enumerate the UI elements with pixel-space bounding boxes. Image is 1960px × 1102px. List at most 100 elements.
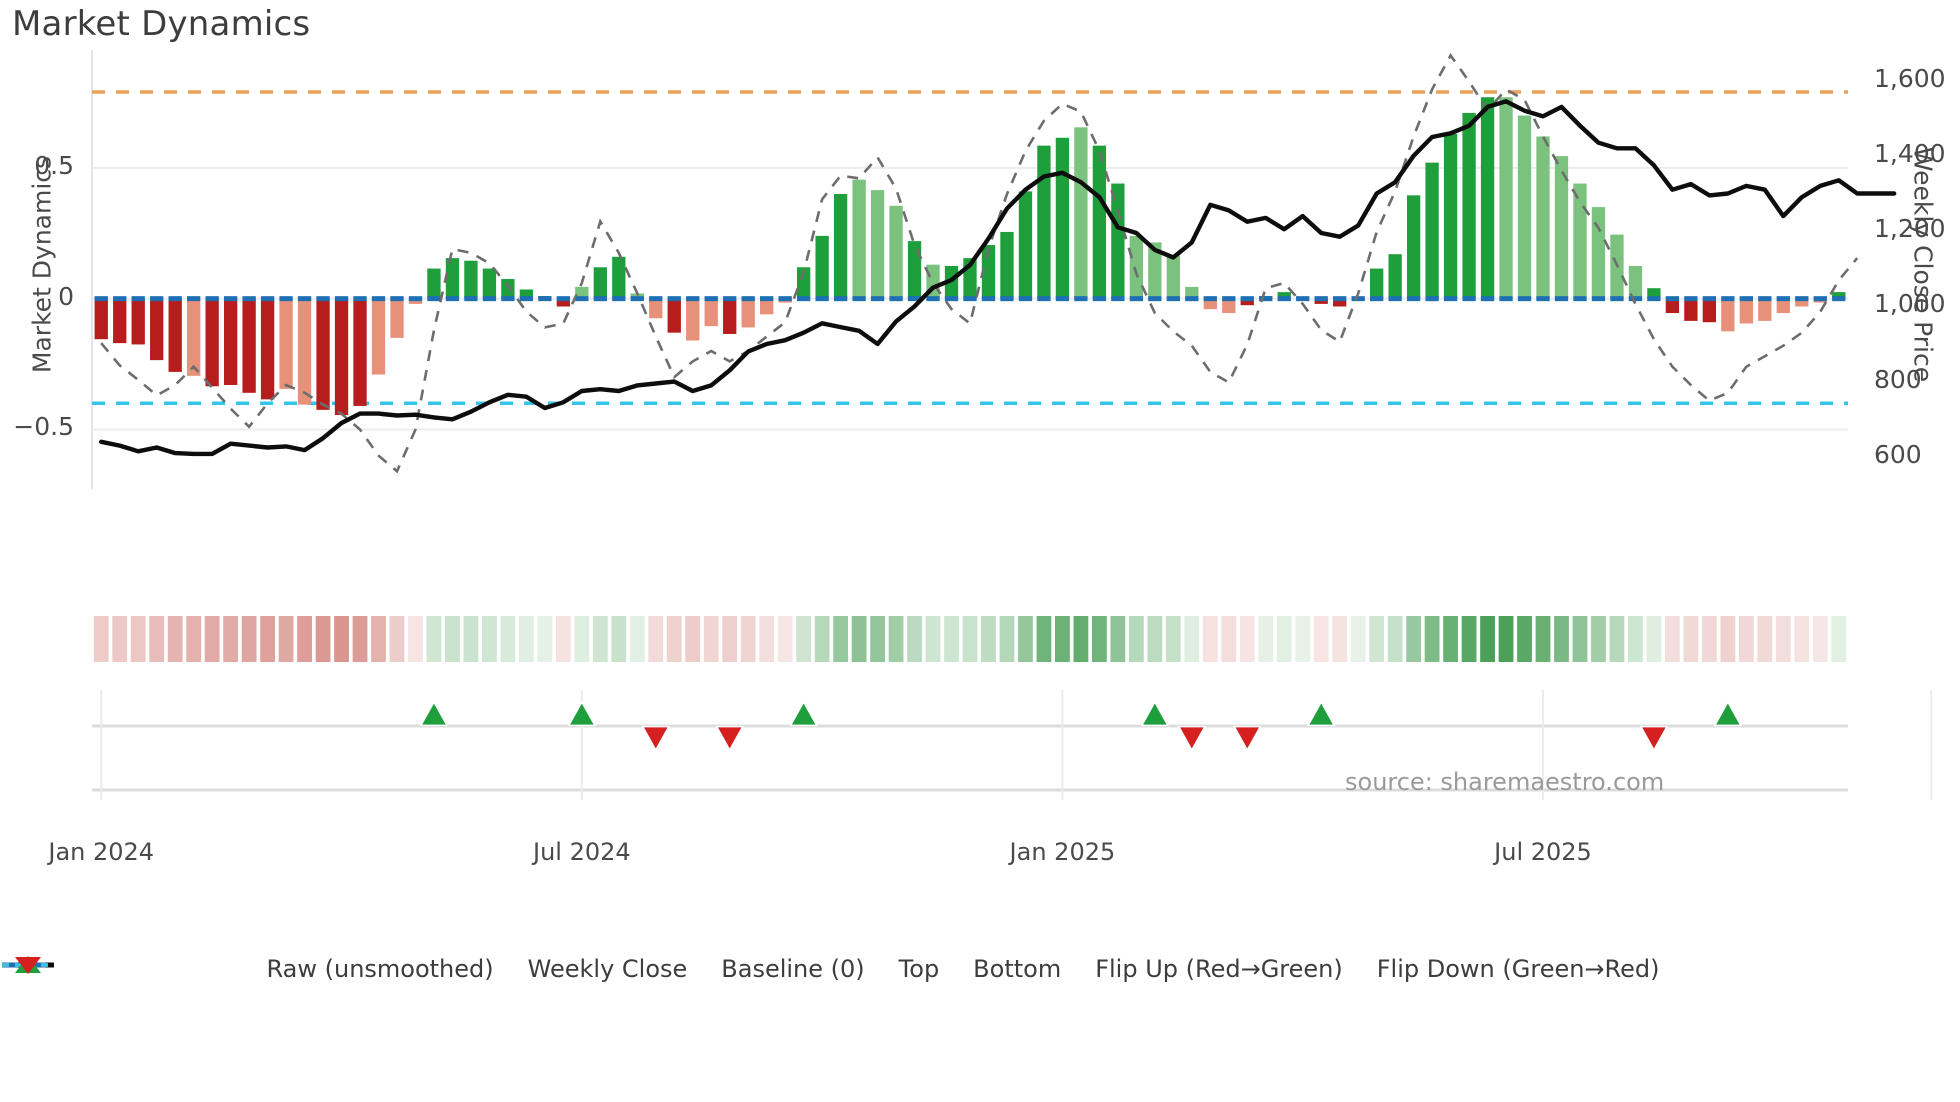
flip-down-marker[interactable] <box>715 725 744 752</box>
heatmap-cell <box>1646 616 1662 662</box>
legend-item-baseline-zero[interactable]: Baseline (0) <box>2 955 865 983</box>
bar-series <box>94 97 1846 416</box>
bar <box>205 298 219 387</box>
bar <box>113 298 127 344</box>
legend-label: Raw (unsmoothed) <box>266 955 494 983</box>
heatmap-cell <box>925 616 941 662</box>
legend-item-weekly-close[interactable]: Weekly Close <box>2 955 688 983</box>
y-tick-right: 1,600 <box>1874 63 1946 93</box>
legend-item-top[interactable]: Top <box>2 955 939 983</box>
heatmap-cell <box>703 616 719 662</box>
legend-item-flip-down[interactable]: Flip Down (Green→Red) <box>15 955 1660 983</box>
heatmap-cell <box>907 616 922 662</box>
bar <box>1628 265 1643 299</box>
bar <box>1480 97 1495 299</box>
x-tick: Jan 2025 <box>1009 838 1116 866</box>
chart-legend: Raw (unsmoothed) Weekly Close Baseline (0)… <box>0 955 1960 983</box>
y-tick-right: 800 <box>1874 364 1922 394</box>
heatmap-cell <box>1498 616 1514 662</box>
heatmap-cell <box>1036 616 1052 662</box>
legend-item-flip-up[interactable]: Flip Up (Red→Green) <box>15 955 1343 983</box>
bar <box>1055 137 1070 299</box>
bar <box>1499 97 1513 299</box>
bar <box>1702 298 1717 323</box>
bar <box>94 298 108 340</box>
legend-item-raw-unsmoothed[interactable]: Raw (unsmoothed) <box>2 955 494 983</box>
bar <box>907 241 922 299</box>
y-tick-right: 1,200 <box>1874 214 1946 244</box>
heatmap-cell <box>130 616 146 662</box>
heatmap-cell <box>1480 616 1495 662</box>
heatmap-cell <box>962 616 978 662</box>
bar <box>1647 288 1661 299</box>
flip-up-marker[interactable] <box>1306 700 1336 727</box>
heatmap-cell <box>1591 616 1606 662</box>
heatmap-cell <box>1461 616 1477 662</box>
flip-up-marker[interactable] <box>789 700 818 727</box>
heatmap-cell <box>1350 616 1366 662</box>
heatmap-cell <box>629 616 645 662</box>
heatmap-cell <box>500 616 516 662</box>
source-attribution: source: sharemaestro.com <box>1345 768 1665 796</box>
heatmap-cell <box>482 616 497 662</box>
flip-up-marker[interactable] <box>1713 700 1743 727</box>
bar <box>334 298 349 416</box>
bar <box>1333 298 1347 307</box>
flip-down-markers <box>641 725 1669 752</box>
heatmap-cell <box>1313 616 1329 662</box>
bar <box>1443 133 1458 299</box>
heatmap-cell <box>1609 616 1625 662</box>
heatmap-cell <box>648 616 664 662</box>
heatmap-cell <box>93 616 109 662</box>
heatmap-cell <box>1332 616 1348 662</box>
bar <box>1776 298 1790 314</box>
bar <box>1536 136 1550 299</box>
heatmap-cell <box>426 616 442 662</box>
heatmap-cell <box>740 616 756 662</box>
bar <box>1240 298 1254 306</box>
heatmap-cell <box>888 616 904 662</box>
heatmap-cell <box>1683 616 1699 662</box>
flip-up-markers <box>419 700 1743 727</box>
heatmap-cell <box>1387 616 1403 662</box>
heatmap-cell <box>870 616 885 662</box>
flip-up-marker[interactable] <box>1140 700 1170 727</box>
heatmap-cell <box>666 616 682 662</box>
y-tick-left: 0 <box>58 281 74 311</box>
heatmap-cell <box>445 616 460 662</box>
heatmap-cell <box>241 616 257 662</box>
heatmap-cell <box>1110 616 1126 662</box>
flip-down-marker[interactable] <box>1177 725 1207 752</box>
flip-up-marker[interactable] <box>567 700 597 727</box>
bar <box>1129 235 1144 299</box>
heatmap-cell <box>1165 616 1181 662</box>
heatmap-cell <box>1147 616 1163 662</box>
weekly-close-line <box>99 99 1897 457</box>
bar <box>833 194 848 299</box>
flip-down-marker[interactable] <box>1232 725 1262 752</box>
bar <box>1832 292 1846 299</box>
heatmap-cell <box>315 616 331 662</box>
bar <box>870 190 885 299</box>
heatmap-cell <box>1812 616 1828 662</box>
heatmap-cell <box>1443 616 1458 662</box>
bar <box>482 268 497 299</box>
bar <box>1203 298 1217 310</box>
bar <box>279 298 293 389</box>
flip-down-marker[interactable] <box>641 725 671 752</box>
legend-item-bottom[interactable]: Bottom <box>2 955 1061 983</box>
flip-down-marker[interactable] <box>1639 725 1669 752</box>
bar <box>1018 191 1033 299</box>
legend-label: Weekly Close <box>527 955 688 983</box>
bar <box>1554 156 1569 299</box>
heatmap-cell <box>297 616 312 662</box>
heatmap-cell <box>796 616 812 662</box>
heatmap-cell <box>518 616 534 662</box>
heatmap-cell <box>408 616 423 662</box>
bar <box>796 267 811 299</box>
heatmap-cell <box>371 616 386 662</box>
flip-up-marker[interactable] <box>419 700 449 727</box>
heatmap-cell <box>1369 616 1385 662</box>
heatmap-cell <box>186 616 202 662</box>
